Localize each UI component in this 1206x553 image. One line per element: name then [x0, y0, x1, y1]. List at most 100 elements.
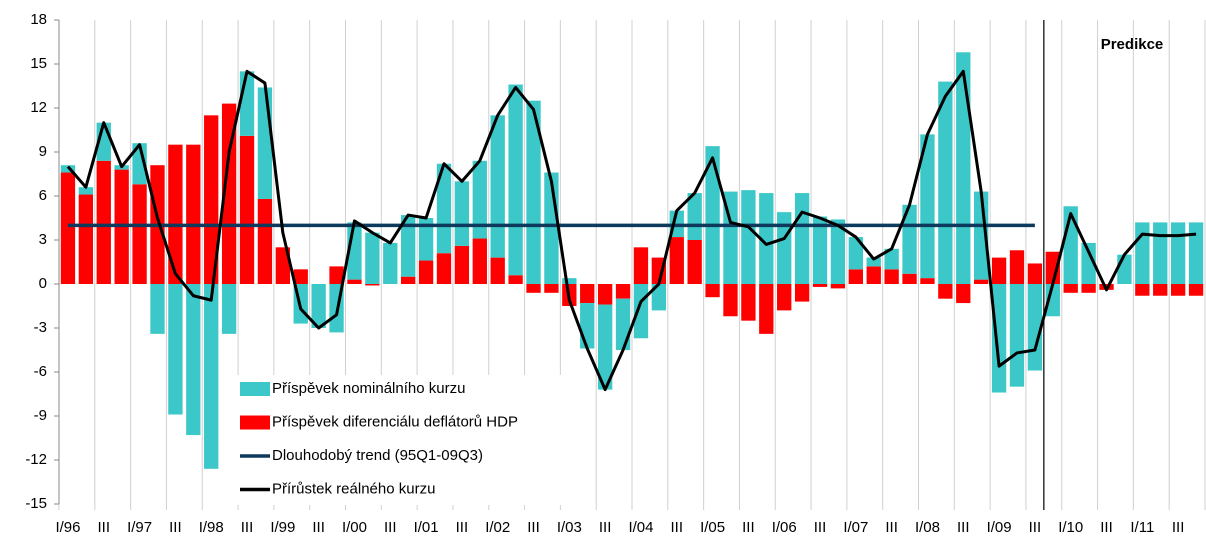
bar: [186, 284, 201, 436]
x-tick-label: III: [241, 519, 254, 536]
y-tick-label: 3: [39, 231, 47, 248]
bar: [293, 269, 308, 284]
bar: [186, 144, 201, 284]
bar: [526, 100, 541, 285]
line: [66, 69, 1197, 392]
x-tick-label: III: [456, 519, 469, 536]
x-tick-label: I/98: [199, 519, 224, 536]
bar: [347, 279, 362, 284]
prediction-label: Predikce: [1101, 36, 1164, 53]
bar: [401, 276, 416, 284]
bar: [1188, 222, 1204, 284]
bar: [221, 284, 237, 334]
bar: [866, 266, 881, 284]
bar: [794, 193, 810, 284]
y-tick-label: -3: [34, 319, 47, 336]
x-tick-label: III: [384, 519, 397, 536]
x-tick-label: III: [1029, 519, 1042, 536]
x-tick-label: III: [98, 519, 111, 536]
bar: [741, 190, 756, 284]
bar: [812, 284, 828, 287]
bar: [168, 284, 183, 415]
bar: [490, 257, 505, 284]
bar: [848, 237, 863, 270]
bar: [615, 284, 631, 299]
x-tick-label: III: [599, 519, 612, 536]
bar: [78, 194, 94, 284]
x-tick-label: I/09: [987, 519, 1012, 536]
bar: [150, 284, 165, 334]
bar: [848, 269, 863, 284]
bar: [651, 284, 667, 311]
x-tick-label: I/07: [843, 519, 868, 536]
bar: [920, 278, 935, 284]
bar: [777, 212, 792, 284]
bar: [580, 284, 595, 304]
x-tick-label: III: [1172, 519, 1185, 536]
bar: [311, 284, 326, 328]
bar: [580, 303, 595, 349]
x-tick-label: III: [527, 519, 540, 536]
bar: [436, 163, 452, 254]
y-tick-label: 15: [30, 55, 47, 72]
bar: [705, 284, 720, 298]
x-tick-label: I/05: [700, 519, 725, 536]
bar: [812, 216, 828, 284]
x-tick-label: I/08: [915, 519, 940, 536]
bar: [436, 253, 452, 284]
x-tick-label: I/96: [55, 519, 80, 536]
x-tick-label: I/10: [1058, 519, 1083, 536]
bar: [401, 215, 416, 277]
legend-swatch: [240, 382, 270, 396]
bar: [777, 284, 792, 311]
y-tick-label: 9: [39, 143, 47, 160]
bar: [526, 284, 541, 293]
x-tick-label: I/99: [270, 519, 295, 536]
bar: [418, 260, 434, 284]
bar: [1153, 284, 1168, 296]
bar: [956, 52, 971, 285]
bar: [204, 284, 219, 469]
bar: [759, 284, 774, 334]
bar: [275, 247, 290, 284]
bar: [974, 279, 989, 284]
x-tick-label: III: [957, 519, 970, 536]
x-tick-label: I/06: [772, 519, 797, 536]
bar: [365, 284, 380, 286]
y-tick-label: -15: [25, 495, 47, 512]
y-tick-label: -9: [34, 407, 47, 424]
bar: [168, 144, 183, 284]
bar: [794, 284, 810, 302]
legend-box: [232, 375, 582, 505]
bar: [902, 204, 917, 274]
bar: [1170, 284, 1186, 296]
bar: [454, 181, 470, 246]
x-tick-label: III: [169, 519, 182, 536]
bar: [239, 71, 255, 136]
y-tick-label: 18: [30, 11, 47, 28]
legend-label: Dlouhodobý trend (95Q1-09Q3): [272, 447, 483, 464]
x-tick-label: III: [312, 519, 325, 536]
x-tick-label: I/04: [628, 519, 653, 536]
legend-swatch: [240, 415, 270, 430]
bar: [132, 184, 147, 284]
x-tick-label: I/01: [414, 519, 439, 536]
x-tick-label: I/00: [342, 519, 367, 536]
bar: [597, 304, 613, 390]
bar: [938, 81, 953, 284]
bar: [329, 266, 344, 284]
bar: [830, 219, 846, 284]
bar: [633, 247, 649, 284]
bar: [920, 134, 935, 279]
bar: [687, 240, 702, 284]
bar: [1063, 284, 1078, 293]
bar: [723, 284, 738, 317]
bar: [1153, 222, 1168, 284]
bar: [365, 232, 380, 284]
bar: [669, 237, 684, 284]
y-tick-label: 12: [30, 99, 47, 116]
bar: [508, 275, 523, 284]
bar: [1188, 284, 1204, 296]
y-tick-label: -12: [25, 451, 47, 468]
